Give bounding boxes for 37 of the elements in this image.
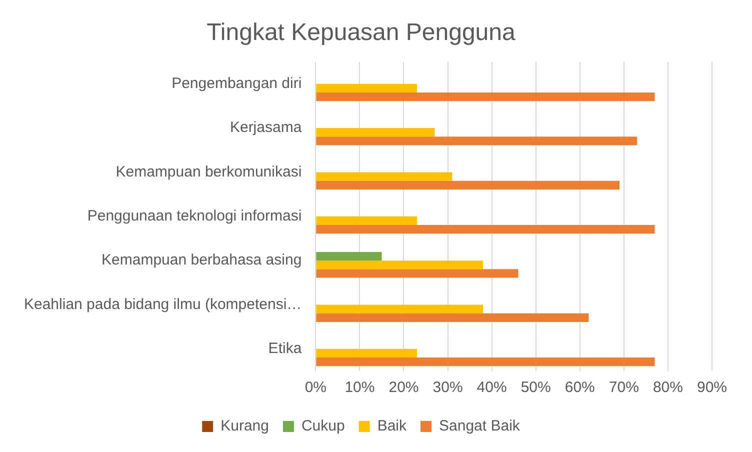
legend-label: Baik xyxy=(377,418,408,435)
bar xyxy=(316,269,518,278)
x-tick-label: 80% xyxy=(652,379,683,396)
x-tick-label: 0% xyxy=(304,379,327,396)
bar xyxy=(316,136,638,146)
bar xyxy=(316,92,655,102)
x-tick-label: 90% xyxy=(696,379,728,396)
y-tick-label: Kemampuan berbahasa asing xyxy=(102,252,302,269)
x-tick-label: 30% xyxy=(432,379,463,396)
x-tick-label: 50% xyxy=(520,379,551,396)
bar xyxy=(316,358,655,366)
y-tick-label: Etika xyxy=(268,340,302,358)
y-tick-label: Kemampuan berkomunikasi xyxy=(116,163,302,180)
bar xyxy=(316,260,484,270)
bar xyxy=(316,84,417,92)
bar xyxy=(316,216,417,226)
y-tick-label: Keahlian pada bidang ilmu (kompetensi… xyxy=(24,296,302,313)
bar xyxy=(316,180,620,190)
bar xyxy=(316,304,484,314)
bar xyxy=(316,128,435,137)
legend-label: Cukup xyxy=(301,418,345,435)
legend-label: Sangat Baik xyxy=(439,418,520,435)
y-tick-label: Pengembangan diri xyxy=(172,75,302,92)
x-tick-label: 20% xyxy=(388,379,419,396)
bar xyxy=(316,252,382,261)
x-tick-label: 40% xyxy=(476,379,507,396)
x-tick-label: 10% xyxy=(344,379,375,396)
bar xyxy=(316,172,452,181)
bar xyxy=(316,313,589,322)
x-tick-label: 70% xyxy=(608,379,639,396)
legend-label: Kurang xyxy=(220,418,269,435)
y-tick-label: Kerjasama xyxy=(230,119,302,136)
bar xyxy=(316,225,655,234)
y-tick-label: Penggunaan teknologi informasi xyxy=(87,208,302,225)
x-tick-label: 60% xyxy=(564,379,595,396)
bar xyxy=(316,348,417,358)
chart-title: Tingkat Kepuasan Pengguna xyxy=(206,19,516,46)
